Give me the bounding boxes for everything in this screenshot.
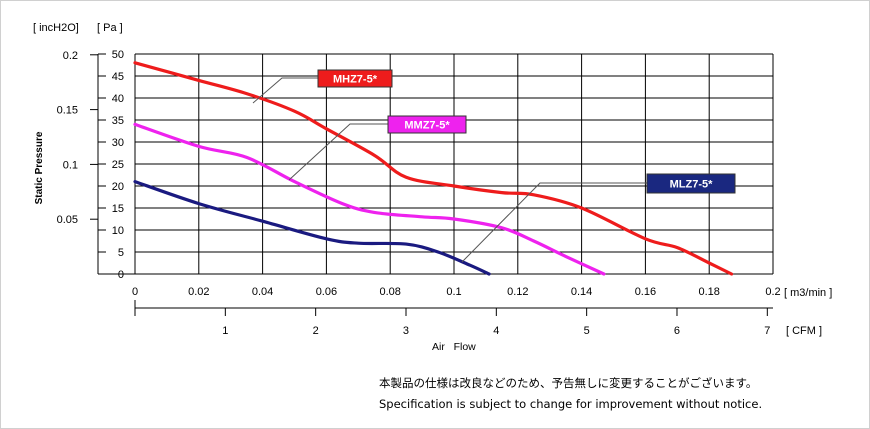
m3min-tick-label-4: 0.08 (379, 286, 400, 298)
cfm-tick-label-2: 3 (403, 325, 409, 337)
cfm-tick-label-1: 2 (313, 325, 319, 337)
m3min-tick-label-8: 0.16 (635, 286, 656, 298)
series-label-box-mmz7-5 (387, 115, 467, 134)
pa-tick-label-3: 15 (112, 203, 124, 215)
series-line-mlz7-5 (133, 180, 491, 276)
m3min-tick-label-9: 0.18 (698, 286, 719, 298)
pa-tick-label-1: 5 (118, 247, 124, 259)
pa-tick-label-2: 10 (112, 225, 124, 237)
m3min-tick-label-0: 0 (132, 286, 138, 298)
pa-tick-label-9: 45 (112, 71, 124, 83)
cfm-tick-label-0: 1 (222, 325, 228, 337)
series-line-mmz7-5 (133, 122, 606, 276)
cfm-tick-label-3: 4 (493, 325, 499, 337)
m3min-tick-label-1: 0.02 (188, 286, 209, 298)
series-labels: MHZ7-5* MMZ7-5* MLZ7-5* (252, 69, 736, 263)
m3min-tick-label-6: 0.12 (507, 286, 528, 298)
series-label-mhz7-5: MHZ7-5* (333, 74, 378, 86)
inh2o-tick-label-1: 0.1 (63, 159, 78, 171)
cfm-tick-label-4: 5 (584, 325, 590, 337)
series-label-mlz7-5: MLZ7-5* (670, 179, 714, 191)
pa-tick-label-6: 30 (112, 137, 124, 149)
x-unit-cfm: [ CFM ] (786, 325, 822, 337)
grid (134, 53, 774, 275)
series-lines (133, 61, 734, 276)
m3min-tick-label-7: 0.14 (571, 286, 592, 298)
inh2o-tick-label-0: 0.05 (57, 214, 78, 226)
m3min-tick-label-5: 0.1 (446, 286, 461, 298)
pa-tick-label-5: 25 (112, 159, 124, 171)
pa-tick-label-7: 35 (112, 115, 124, 127)
cfm-tick-label-6: 7 (764, 325, 770, 337)
leader-line-mhz7-5 (252, 77, 318, 104)
y-axis-title: Static Pressure (34, 131, 45, 204)
series-label-box-mhz7-5 (317, 69, 393, 88)
leader-line-mmz7-5 (288, 123, 388, 181)
axes (90, 53, 773, 316)
y-unit-inh2o: [ incH2O] (33, 22, 79, 34)
disclaimer-english: Specification is subject to change for i… (379, 397, 763, 411)
leader-line-mlz7-5 (461, 182, 647, 263)
m3min-tick-label-10: 0.2 (765, 286, 780, 298)
inh2o-tick-label-2: 0.15 (57, 105, 78, 117)
pa-tick-label-8: 40 (112, 93, 124, 105)
pa-tick-label-4: 20 (112, 181, 124, 193)
m3min-tick-label-2: 0.04 (252, 286, 273, 298)
y-unit-pa: [ Pa ] (97, 22, 123, 34)
cfm-tick-label-5: 6 (674, 325, 680, 337)
series-label-mmz7-5: MMZ7-5* (404, 120, 450, 132)
series-label-box-mlz7-5 (646, 173, 736, 194)
series-line-mhz7-5 (133, 61, 734, 276)
pa-tick-label-0: 0 (118, 269, 124, 281)
x-unit-m3min: [ m3/min ] (784, 287, 832, 299)
disclaimer-japanese: 本製品の仕様は改良などのため、予告無しに変更することがございます。 (379, 376, 758, 390)
pa-tick-label-10: 50 (112, 49, 124, 61)
m3min-tick-label-3: 0.06 (316, 286, 337, 298)
inh2o-tick-label-3: 0.2 (63, 50, 78, 62)
x-axis-title: Air Flow (432, 341, 476, 353)
